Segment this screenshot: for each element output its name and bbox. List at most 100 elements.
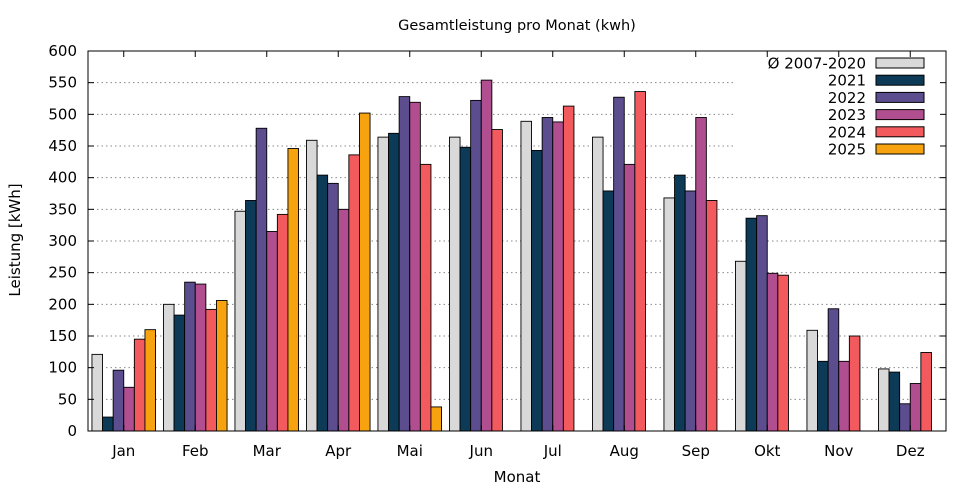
y-tick-label-8: 400 xyxy=(48,169,77,187)
legend-swatch-3 xyxy=(875,109,925,121)
bar-mai-series-1 xyxy=(388,132,400,432)
bar-dez-series-2 xyxy=(899,403,911,432)
bar-jul-series-1 xyxy=(531,149,543,432)
bar-jun-series-4 xyxy=(491,129,503,432)
bar-jul-series-0 xyxy=(520,120,533,432)
bar-mai-series-4 xyxy=(419,163,432,432)
x-tick-label-jun: Jun xyxy=(469,442,493,460)
bar-sep-series-3 xyxy=(695,117,707,432)
legend-label-4: 2024 xyxy=(828,123,866,141)
bar-jun-series-2 xyxy=(470,99,482,432)
y-tick-label-6: 300 xyxy=(48,232,77,250)
bar-apr-series-0 xyxy=(306,139,318,432)
x-tick-label-okt: Okt xyxy=(754,442,780,460)
bar-okt-series-3 xyxy=(766,272,779,432)
bar-nov-series-3 xyxy=(838,360,850,432)
y-tick-label-3: 150 xyxy=(48,327,77,345)
bar-mar-series-2 xyxy=(255,127,268,432)
legend-swatch-2 xyxy=(875,91,925,103)
x-tick-label-apr: Apr xyxy=(325,442,352,460)
bar-apr-series-5 xyxy=(359,112,371,432)
x-tick-label-jul: Jul xyxy=(543,442,562,460)
bar-sep-series-1 xyxy=(674,174,686,432)
bar-mai-series-2 xyxy=(398,96,411,432)
bar-jan-series-3 xyxy=(123,386,135,432)
bar-aug-series-1 xyxy=(602,190,615,432)
x-tick-label-jan: Jan xyxy=(111,442,135,460)
bar-sep-series-2 xyxy=(684,190,697,432)
bar-apr-series-2 xyxy=(327,182,339,432)
bar-mai-series-5 xyxy=(430,406,443,432)
legend-label-0: Ø 2007-2020 xyxy=(768,55,866,73)
y-tick-label-7: 350 xyxy=(48,200,77,218)
bar-okt-series-0 xyxy=(735,260,747,432)
bar-aug-series-4 xyxy=(634,91,646,432)
x-tick-label-nov: Nov xyxy=(824,442,853,460)
bar-feb-series-0 xyxy=(162,303,175,432)
bar-jul-series-2 xyxy=(541,117,554,432)
bar-apr-series-4 xyxy=(348,154,360,432)
y-tick-label-1: 50 xyxy=(58,390,77,408)
chart-title: Gesamtleistung pro Monat (kwh) xyxy=(398,18,636,34)
bar-jun-series-3 xyxy=(480,79,493,432)
x-tick-label-feb: Feb xyxy=(182,442,209,460)
bar-dez-series-0 xyxy=(878,368,890,432)
y-tick-label-2: 100 xyxy=(48,359,77,377)
x-tick-label-mai: Mai xyxy=(397,442,423,460)
y-tick-label-10: 500 xyxy=(48,105,77,123)
x-tick-label-dez: Dez xyxy=(896,442,925,460)
y-tick-label-0: 0 xyxy=(67,422,77,440)
bar-jan-series-0 xyxy=(91,353,103,432)
bar-feb-series-1 xyxy=(173,314,186,432)
bar-nov-series-4 xyxy=(848,335,861,432)
bar-feb-series-5 xyxy=(215,300,228,432)
bar-jun-series-0 xyxy=(449,136,461,432)
bar-jan-series-1 xyxy=(102,416,114,432)
bar-apr-series-1 xyxy=(316,174,329,432)
bar-mai-series-0 xyxy=(377,136,390,432)
bar-dez-series-1 xyxy=(888,371,901,432)
legend-label-3: 2023 xyxy=(828,106,866,124)
y-tick-label-9: 450 xyxy=(48,137,77,155)
bar-jun-series-1 xyxy=(459,146,472,432)
y-tick-label-5: 250 xyxy=(48,264,77,282)
grid-layer xyxy=(88,82,946,400)
bar-okt-series-4 xyxy=(777,274,789,432)
bar-apr-series-3 xyxy=(337,208,350,432)
bar-aug-series-2 xyxy=(613,96,625,432)
legend-label-1: 2021 xyxy=(828,72,866,90)
x-axis-label: Monat xyxy=(494,468,541,486)
x-tick-label-mar: Mar xyxy=(253,442,282,460)
bar-aug-series-0 xyxy=(592,136,604,432)
bar-feb-series-3 xyxy=(194,283,207,432)
bar-aug-series-3 xyxy=(623,163,636,432)
bar-mar-series-4 xyxy=(276,213,289,432)
bar-mar-series-0 xyxy=(234,210,246,432)
bar-feb-series-4 xyxy=(205,308,217,432)
bar-feb-series-2 xyxy=(184,281,196,432)
bar-dez-series-4 xyxy=(920,352,932,432)
legend-swatch-0 xyxy=(875,57,925,69)
bar-jan-series-2 xyxy=(112,369,125,432)
bar-jan-series-5 xyxy=(144,329,156,432)
axes-layer: 0 50 100 150 200 250 300 350 400 450 500 550 600 Jan F… xyxy=(48,42,947,460)
bar-okt-series-2 xyxy=(756,215,768,432)
bar-nov-series-0 xyxy=(806,329,819,432)
bar-sep-series-0 xyxy=(663,197,676,432)
bar-jan-series-4 xyxy=(133,338,146,432)
legend-swatch-4 xyxy=(875,126,925,138)
y-tick-label-4: 200 xyxy=(48,295,77,313)
bar-mai-series-3 xyxy=(409,101,421,432)
bars-layer xyxy=(91,79,932,432)
legend-label-5: 2025 xyxy=(828,141,866,159)
x-tick-label-sep: Sep xyxy=(682,442,710,460)
x-tick-label-aug: Aug xyxy=(610,442,639,460)
bar-mar-series-3 xyxy=(266,231,278,432)
bar-mar-series-1 xyxy=(245,200,257,432)
y-tick-label-12: 600 xyxy=(48,42,77,60)
bar-dez-series-3 xyxy=(909,383,922,432)
bar-nov-series-1 xyxy=(817,360,829,432)
